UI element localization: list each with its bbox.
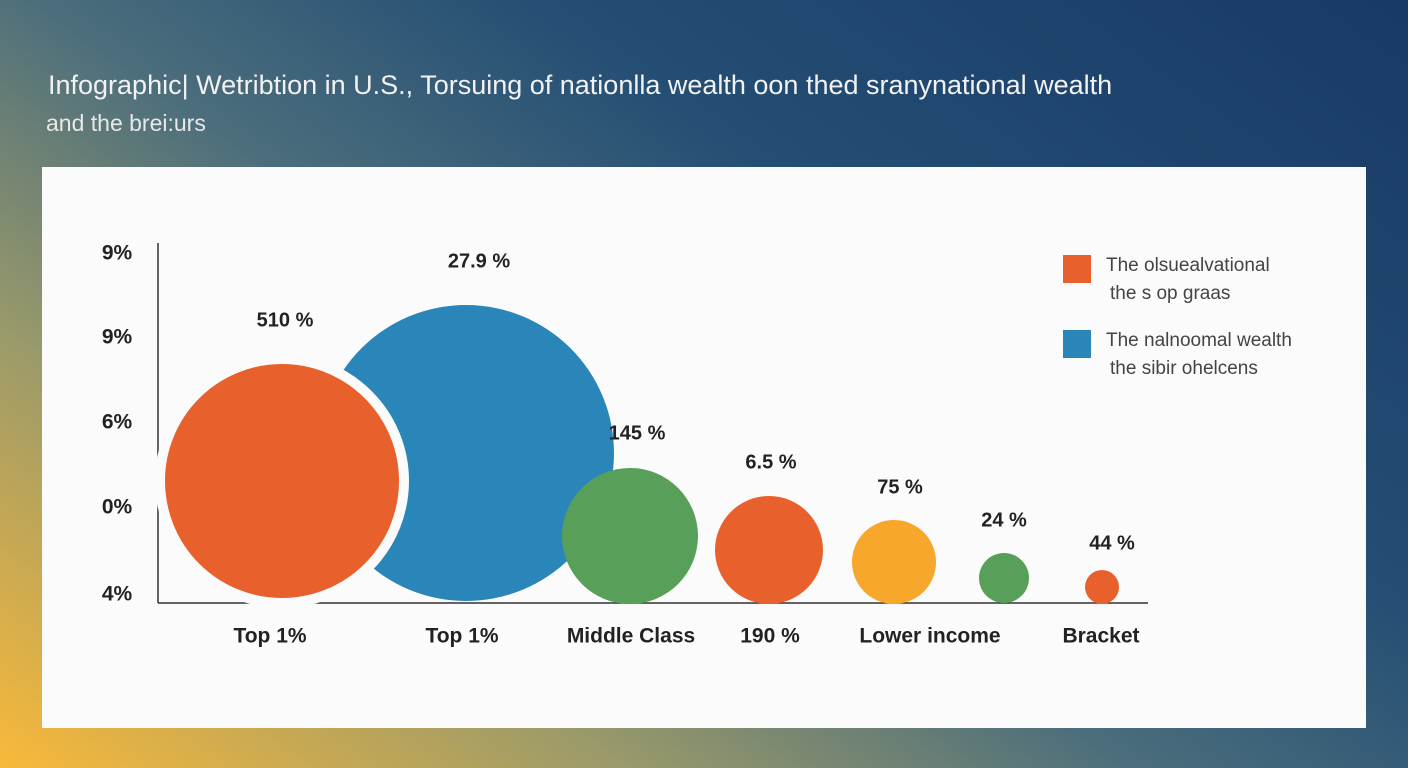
- category-label: Middle Class: [567, 625, 695, 648]
- y-label: 6%: [102, 411, 133, 434]
- value-label: 6.5 %: [745, 451, 796, 473]
- category-label: Top 1%: [233, 625, 306, 648]
- legend-text: The nalnoomal wealth: [1106, 330, 1292, 351]
- value-label: 24 %: [981, 509, 1027, 531]
- value-label: 75 %: [877, 476, 923, 498]
- category-label: Bracket: [1062, 625, 1139, 648]
- bubble: [155, 354, 409, 608]
- bubble: [852, 520, 936, 604]
- y-label: 4%: [102, 583, 133, 606]
- value-label: 510 %: [257, 309, 314, 331]
- value-label: 145 %: [609, 422, 666, 444]
- category-label: Top 1%: [425, 625, 498, 648]
- value-label: 44 %: [1089, 532, 1135, 554]
- legend-text: the s op graas: [1110, 283, 1230, 304]
- legend-swatch: [1063, 255, 1091, 283]
- category-label: Lower income: [859, 625, 1000, 648]
- legend-text: the sibir ohelcens: [1110, 358, 1258, 379]
- y-label: 9%: [102, 242, 133, 265]
- bubble: [1085, 570, 1119, 604]
- legend-swatch: [1063, 330, 1091, 358]
- value-label: 27.9 %: [448, 250, 510, 272]
- title: Infographic| Wetribtion in U.S., Torsuin…: [48, 70, 1112, 100]
- bubble: [715, 496, 823, 604]
- y-label: 0%: [102, 496, 133, 519]
- legend-text: The olsuealvational: [1106, 255, 1270, 276]
- bubble: [979, 553, 1029, 603]
- subtitle: and the brei:urs: [46, 110, 206, 136]
- category-label: 190 %: [740, 625, 800, 648]
- bubble: [562, 468, 698, 604]
- y-label: 9%: [102, 326, 133, 349]
